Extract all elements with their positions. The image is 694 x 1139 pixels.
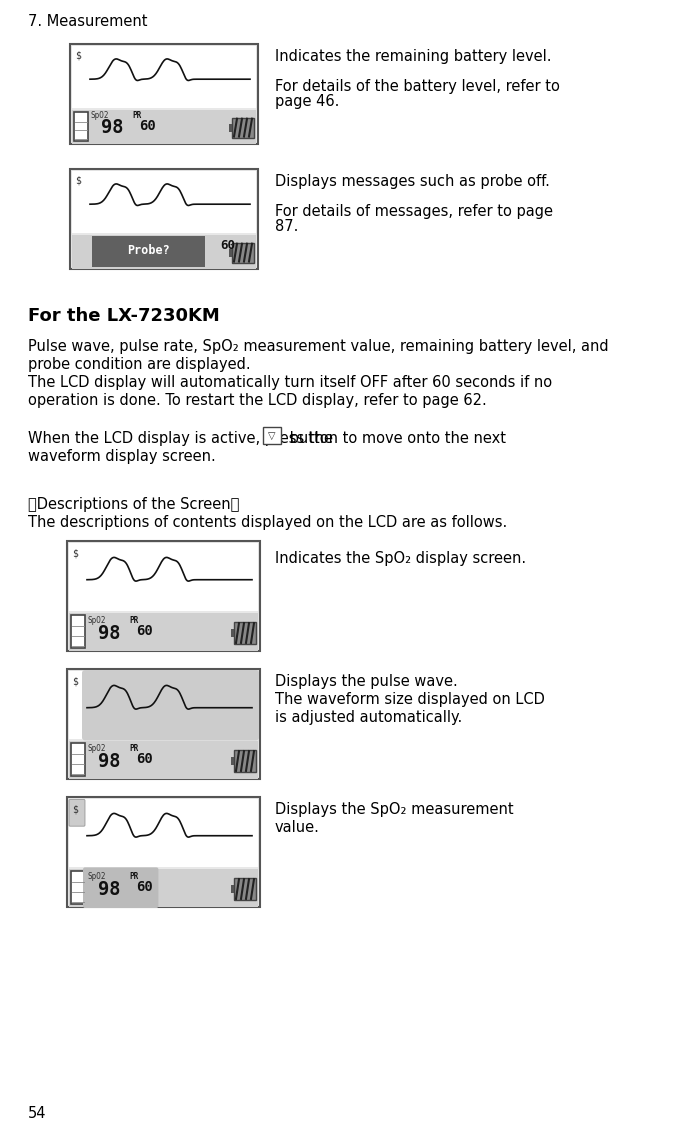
Text: SpO2: SpO2 bbox=[88, 615, 106, 624]
Text: $: $ bbox=[75, 50, 81, 60]
Text: page 46.: page 46. bbox=[275, 95, 339, 109]
Text: SpO2: SpO2 bbox=[88, 744, 106, 753]
Bar bbox=[229, 124, 232, 132]
Text: $: $ bbox=[72, 549, 78, 558]
Text: 60: 60 bbox=[221, 239, 235, 252]
Text: 54: 54 bbox=[28, 1106, 46, 1121]
Text: SpO2: SpO2 bbox=[88, 871, 106, 880]
Bar bbox=[70, 169, 258, 269]
Bar bbox=[71, 871, 85, 904]
Text: Pulse wave, pulse rate, SpO₂ measurement value, remaining battery level, and: Pulse wave, pulse rate, SpO₂ measurement… bbox=[28, 339, 609, 354]
Bar bbox=[67, 797, 260, 907]
Text: 7. Measurement: 7. Measurement bbox=[28, 14, 148, 28]
Text: PR: PR bbox=[129, 615, 138, 624]
Text: PR: PR bbox=[132, 112, 142, 121]
Text: is adjusted automatically.: is adjusted automatically. bbox=[275, 710, 462, 726]
Bar bbox=[67, 669, 260, 779]
Bar bbox=[70, 44, 258, 144]
Text: The descriptions of contents displayed on the LCD are as follows.: The descriptions of contents displayed o… bbox=[28, 515, 507, 530]
Text: Indicates the SpO₂ display screen.: Indicates the SpO₂ display screen. bbox=[275, 551, 526, 566]
Text: PR: PR bbox=[129, 744, 138, 753]
FancyBboxPatch shape bbox=[83, 868, 158, 908]
Text: 60: 60 bbox=[139, 118, 156, 133]
Bar bbox=[71, 744, 85, 776]
Text: When the LCD display is active, press the: When the LCD display is active, press th… bbox=[28, 431, 333, 446]
Bar bbox=[232, 117, 254, 138]
Text: For details of messages, refer to page: For details of messages, refer to page bbox=[275, 204, 553, 219]
Bar bbox=[231, 756, 234, 765]
Text: For the LX-7230KM: For the LX-7230KM bbox=[28, 308, 220, 325]
Text: 98: 98 bbox=[98, 879, 120, 899]
Text: Displays the pulse wave.: Displays the pulse wave. bbox=[275, 674, 458, 689]
Text: 60: 60 bbox=[137, 624, 153, 638]
Text: SpO2: SpO2 bbox=[91, 112, 110, 121]
Bar bbox=[229, 248, 232, 256]
Text: $: $ bbox=[75, 175, 81, 186]
Bar bbox=[72, 171, 256, 233]
Text: Indicates the remaining battery level.: Indicates the remaining battery level. bbox=[275, 49, 552, 64]
Text: The LCD display will automatically turn itself OFF after 60 seconds if no: The LCD display will automatically turn … bbox=[28, 375, 552, 390]
Text: 【Descriptions of the Screen】: 【Descriptions of the Screen】 bbox=[28, 497, 239, 513]
Text: 60: 60 bbox=[137, 880, 153, 894]
Text: The waveform size displayed on LCD: The waveform size displayed on LCD bbox=[275, 693, 545, 707]
Bar bbox=[69, 869, 258, 907]
Text: button to move onto the next: button to move onto the next bbox=[285, 431, 506, 446]
Bar bbox=[72, 110, 256, 144]
Bar bbox=[231, 885, 234, 893]
Bar bbox=[263, 427, 281, 444]
Text: 98: 98 bbox=[98, 624, 120, 642]
Bar bbox=[69, 798, 258, 868]
Bar bbox=[67, 541, 260, 652]
Text: operation is done. To restart the LCD display, refer to page 62.: operation is done. To restart the LCD di… bbox=[28, 393, 486, 408]
Text: probe condition are displayed.: probe condition are displayed. bbox=[28, 357, 251, 372]
Text: 60: 60 bbox=[137, 752, 153, 767]
Bar bbox=[234, 878, 256, 900]
Text: Displays the SpO₂ measurement: Displays the SpO₂ measurement bbox=[275, 802, 514, 817]
Text: 98: 98 bbox=[101, 118, 124, 138]
Bar bbox=[234, 751, 256, 772]
Bar bbox=[69, 543, 258, 612]
Bar bbox=[69, 671, 258, 739]
Bar bbox=[92, 236, 205, 267]
Text: $: $ bbox=[72, 677, 78, 687]
Bar bbox=[231, 629, 234, 638]
Bar bbox=[69, 741, 258, 779]
Text: Displays messages such as probe off.: Displays messages such as probe off. bbox=[275, 174, 550, 189]
Bar bbox=[232, 243, 254, 262]
FancyBboxPatch shape bbox=[69, 800, 85, 826]
Text: Probe?: Probe? bbox=[127, 245, 170, 257]
Bar bbox=[71, 615, 85, 648]
Bar bbox=[69, 614, 258, 652]
Text: 87.: 87. bbox=[275, 219, 298, 233]
Text: For details of the battery level, refer to: For details of the battery level, refer … bbox=[275, 79, 560, 95]
Text: 98: 98 bbox=[98, 752, 120, 771]
Bar bbox=[74, 112, 88, 141]
Text: value.: value. bbox=[275, 820, 320, 835]
Text: PR: PR bbox=[129, 871, 138, 880]
Text: $: $ bbox=[72, 804, 78, 814]
Text: waveform display screen.: waveform display screen. bbox=[28, 449, 216, 464]
Bar bbox=[72, 46, 256, 108]
FancyBboxPatch shape bbox=[82, 670, 259, 740]
Bar bbox=[72, 235, 256, 269]
Bar bbox=[234, 622, 256, 644]
Text: ▽: ▽ bbox=[269, 431, 276, 441]
